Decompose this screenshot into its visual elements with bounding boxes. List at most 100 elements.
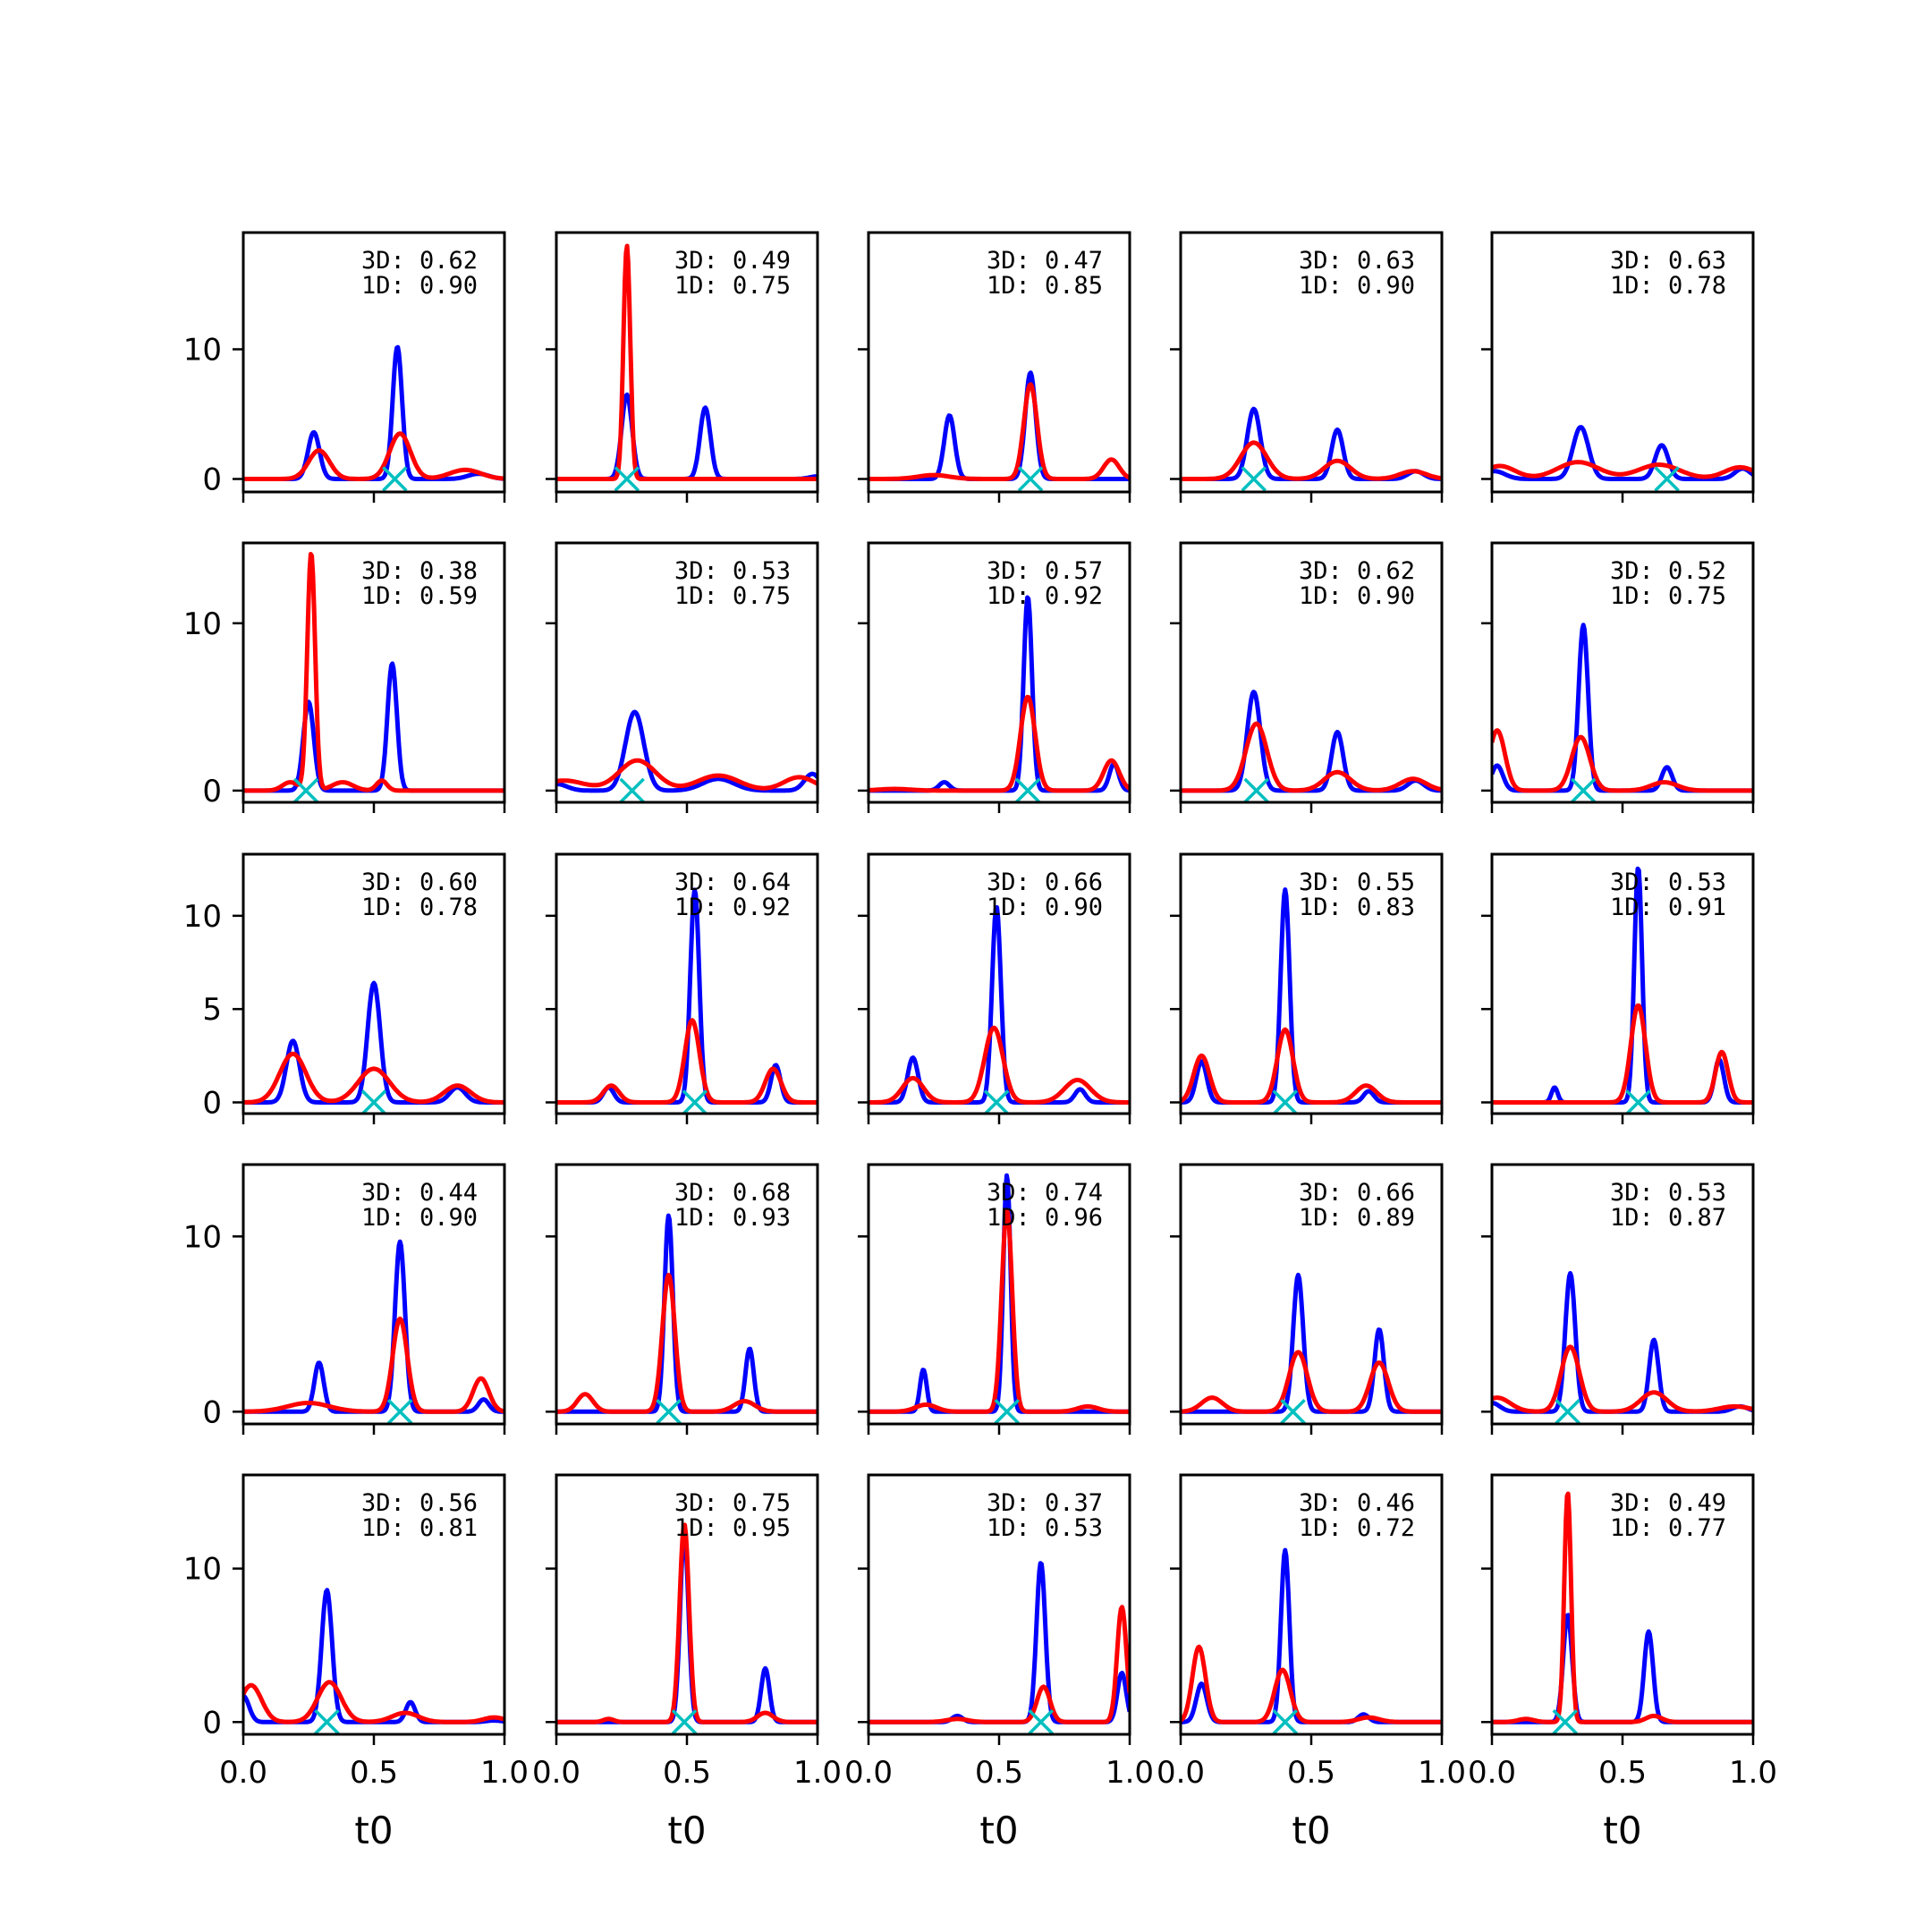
red-series-line xyxy=(556,243,818,481)
red-series-line xyxy=(1181,1350,1442,1414)
score-annotation: 3D: 0.53 xyxy=(674,557,791,585)
x-marker xyxy=(1014,777,1041,804)
y-tick-label: 10 xyxy=(183,1552,222,1588)
score-annotation: 1D: 0.90 xyxy=(361,1204,478,1232)
x-axis-label: t0 xyxy=(1603,1809,1641,1852)
x-marker xyxy=(682,1089,708,1115)
x-axis-label: t0 xyxy=(667,1809,706,1852)
x-axis-label: t0 xyxy=(354,1809,393,1852)
score-annotation: 1D: 0.95 xyxy=(674,1514,791,1542)
score-annotation: 1D: 0.90 xyxy=(1299,272,1415,300)
x-marker xyxy=(614,466,640,492)
score-annotation: 1D: 0.90 xyxy=(1299,582,1415,610)
red-series-line xyxy=(869,1208,1130,1414)
x-tick-label: 0.0 xyxy=(1157,1755,1205,1791)
x-marker xyxy=(1028,1709,1054,1735)
score-annotation: 3D: 0.49 xyxy=(1610,1489,1726,1517)
x-tick-label: 0.0 xyxy=(532,1755,580,1791)
red-series-line xyxy=(1492,460,1753,479)
x-marker xyxy=(1625,1089,1651,1115)
x-tick-label: 0.5 xyxy=(975,1755,1023,1791)
x-marker xyxy=(1272,1089,1299,1115)
blue-series-line xyxy=(869,370,1130,481)
score-annotation: 1D: 0.78 xyxy=(1610,272,1726,300)
x-tick-label: 0.0 xyxy=(844,1755,893,1791)
score-annotation: 3D: 0.53 xyxy=(1610,1179,1726,1207)
y-tick-label: 5 xyxy=(202,992,222,1028)
x-tick-label: 1.0 xyxy=(1729,1755,1777,1791)
score-annotation: 3D: 0.47 xyxy=(987,247,1103,275)
red-series-line xyxy=(243,1680,504,1724)
blue-series-line xyxy=(1181,690,1442,793)
x-tick-label: 0.0 xyxy=(1468,1755,1516,1791)
score-annotation: 3D: 0.37 xyxy=(987,1489,1103,1517)
score-annotation: 3D: 0.62 xyxy=(361,247,478,275)
score-annotation: 3D: 0.62 xyxy=(1299,557,1415,585)
blue-series-line xyxy=(243,980,504,1105)
red-series-line xyxy=(869,1025,1130,1105)
x-marker xyxy=(983,1089,1010,1115)
score-annotation: 1D: 0.92 xyxy=(987,582,1103,610)
score-annotation: 1D: 0.90 xyxy=(987,894,1103,921)
score-annotation: 1D: 0.91 xyxy=(1610,894,1726,921)
x-marker xyxy=(619,777,645,804)
blue-series-line xyxy=(556,1213,818,1414)
x-marker xyxy=(292,777,319,804)
x-tick-label: 1.0 xyxy=(793,1755,842,1791)
x-axis-label: t0 xyxy=(979,1809,1018,1852)
x-tick-label: 1.0 xyxy=(1418,1755,1466,1791)
score-annotation: 3D: 0.49 xyxy=(674,247,791,275)
x-tick-label: 1.0 xyxy=(1106,1755,1154,1791)
x-tick-label: 1.0 xyxy=(480,1755,529,1791)
x-marker xyxy=(1280,1399,1306,1425)
red-series-line xyxy=(243,1316,504,1414)
x-marker xyxy=(656,1399,682,1425)
x-marker xyxy=(1552,1709,1578,1735)
red-series-line xyxy=(869,694,1130,793)
y-tick-label: 0 xyxy=(202,462,222,498)
x-marker xyxy=(1017,466,1044,492)
score-annotation: 3D: 0.55 xyxy=(1299,869,1415,896)
y-tick-label: 10 xyxy=(183,1219,222,1255)
score-annotation: 1D: 0.90 xyxy=(361,272,478,300)
red-series-line xyxy=(869,1605,1130,1724)
blue-series-line xyxy=(869,905,1130,1105)
score-annotation: 1D: 0.72 xyxy=(1299,1514,1415,1542)
score-annotation: 3D: 0.66 xyxy=(987,869,1103,896)
x-marker xyxy=(386,1399,413,1425)
blue-series-line xyxy=(1492,425,1753,481)
y-tick-label: 10 xyxy=(183,606,222,642)
blue-series-line xyxy=(869,1561,1130,1724)
red-series-line xyxy=(1181,721,1442,793)
blue-series-line xyxy=(1181,887,1442,1105)
score-annotation: 3D: 0.74 xyxy=(987,1179,1103,1207)
red-series-line xyxy=(869,382,1130,481)
score-annotation: 3D: 0.75 xyxy=(674,1489,791,1517)
x-marker xyxy=(382,466,408,492)
red-series-line xyxy=(1181,1027,1442,1105)
blue-series-line xyxy=(1492,1271,1753,1414)
blue-series-line xyxy=(556,709,818,793)
score-annotation: 1D: 0.83 xyxy=(1299,894,1415,921)
blue-series-line xyxy=(1181,1272,1442,1414)
red-series-line xyxy=(1492,1491,1753,1724)
blue-series-line xyxy=(1181,1547,1442,1724)
blue-series-line xyxy=(243,1239,504,1414)
red-series-line xyxy=(556,1522,818,1724)
x-tick-label: 0.5 xyxy=(350,1755,398,1791)
score-annotation: 3D: 0.46 xyxy=(1299,1489,1415,1517)
score-annotation: 3D: 0.63 xyxy=(1299,247,1415,275)
score-annotation: 3D: 0.38 xyxy=(361,557,478,585)
blue-series-line xyxy=(1492,623,1753,793)
